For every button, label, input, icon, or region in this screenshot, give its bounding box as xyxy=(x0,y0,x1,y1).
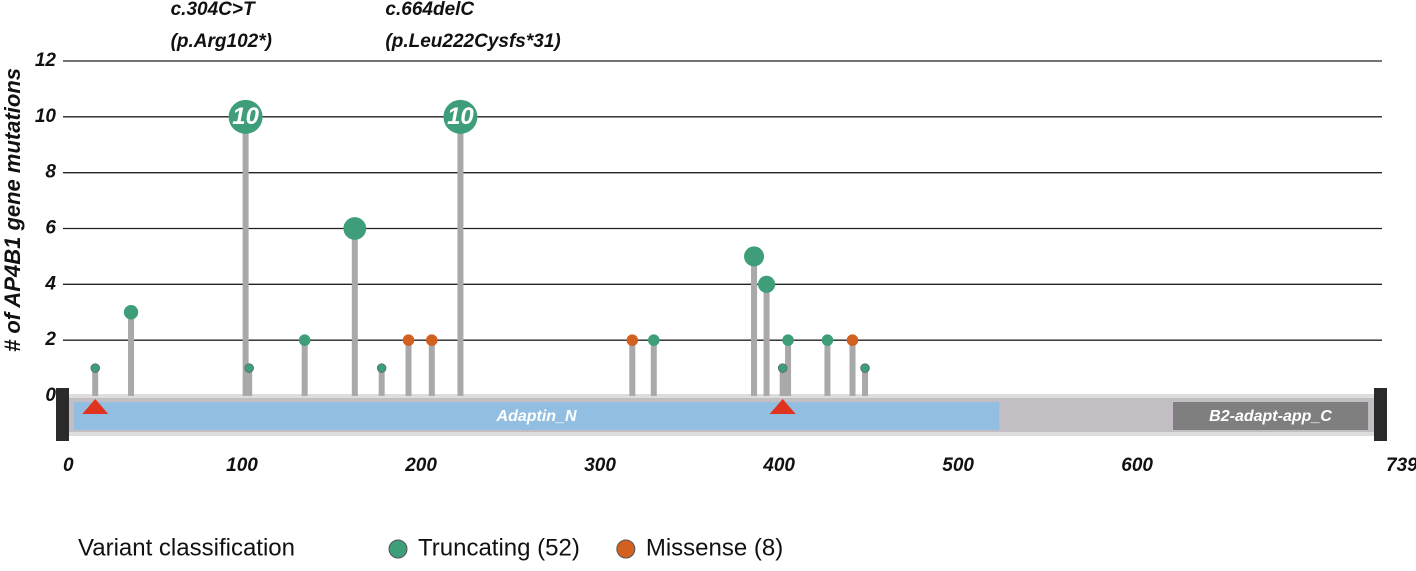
lollipop-head xyxy=(443,99,478,134)
legend-title: Variant classification xyxy=(78,534,295,561)
y-tick-label: 12 xyxy=(35,50,57,71)
x-tick-label: 200 xyxy=(404,455,437,476)
site-marker xyxy=(769,399,796,414)
lollipop-head xyxy=(777,363,788,373)
lollipop-head xyxy=(228,99,263,134)
lollipop-head xyxy=(846,334,859,346)
lollipop-head xyxy=(298,334,311,346)
y-tick-label: 4 xyxy=(44,273,56,294)
legend-swatch xyxy=(616,539,636,559)
lollipop-head xyxy=(402,334,415,346)
x-tick-label: 739 aa xyxy=(1386,455,1416,476)
y-tick-label: 6 xyxy=(45,218,56,239)
x-tick-label: 500 xyxy=(942,455,974,476)
y-tick-label: 8 xyxy=(45,162,56,183)
annotation: (p.Leu222Cysfs*31) xyxy=(385,31,560,52)
x-tick-label: 600 xyxy=(1121,455,1153,476)
lollipop-head xyxy=(647,334,660,346)
x-tick-label: 100 xyxy=(226,455,258,476)
annotation: (p.Arg102*) xyxy=(171,31,272,52)
domain-label: B2-adapt-app_C xyxy=(1209,408,1332,425)
domain xyxy=(73,402,1000,430)
legend-label: Truncating (52) xyxy=(418,534,580,561)
site-marker xyxy=(82,399,109,414)
lollipop-head xyxy=(744,246,765,267)
y-tick-label: 0 xyxy=(45,385,56,406)
lollipop-head xyxy=(821,334,834,346)
data-label: 10 xyxy=(447,103,474,130)
domain xyxy=(1172,402,1369,430)
protein-end xyxy=(1374,388,1387,441)
data-label: 10 xyxy=(232,103,259,130)
lollipop-head xyxy=(757,275,776,293)
annotation: c.304C>T xyxy=(171,0,256,20)
protein-end xyxy=(56,388,69,441)
y-tick-label: 2 xyxy=(44,329,56,350)
lollipop-head xyxy=(626,334,639,346)
lollipop-head xyxy=(123,305,139,320)
y-axis-label: # of AP4B1 gene mutations xyxy=(0,68,25,352)
legend-swatch xyxy=(388,539,408,559)
lollipop-head xyxy=(244,363,254,373)
lollipop-head xyxy=(860,363,870,373)
x-tick-label: 400 xyxy=(762,455,795,476)
y-tick-label: 10 xyxy=(35,106,57,127)
annotation: c.664delC xyxy=(385,0,474,20)
lollipop-head xyxy=(90,363,100,373)
lollipop-head xyxy=(376,363,387,373)
x-tick-label: 300 xyxy=(584,455,616,476)
x-tick-label: 0 xyxy=(63,455,74,476)
lollipop-head xyxy=(343,217,367,240)
lollipop-head xyxy=(782,334,794,346)
domain-label: Adaptin_N xyxy=(496,408,577,425)
legend-label: Missense (8) xyxy=(646,534,783,561)
lollipop-head xyxy=(425,334,438,346)
